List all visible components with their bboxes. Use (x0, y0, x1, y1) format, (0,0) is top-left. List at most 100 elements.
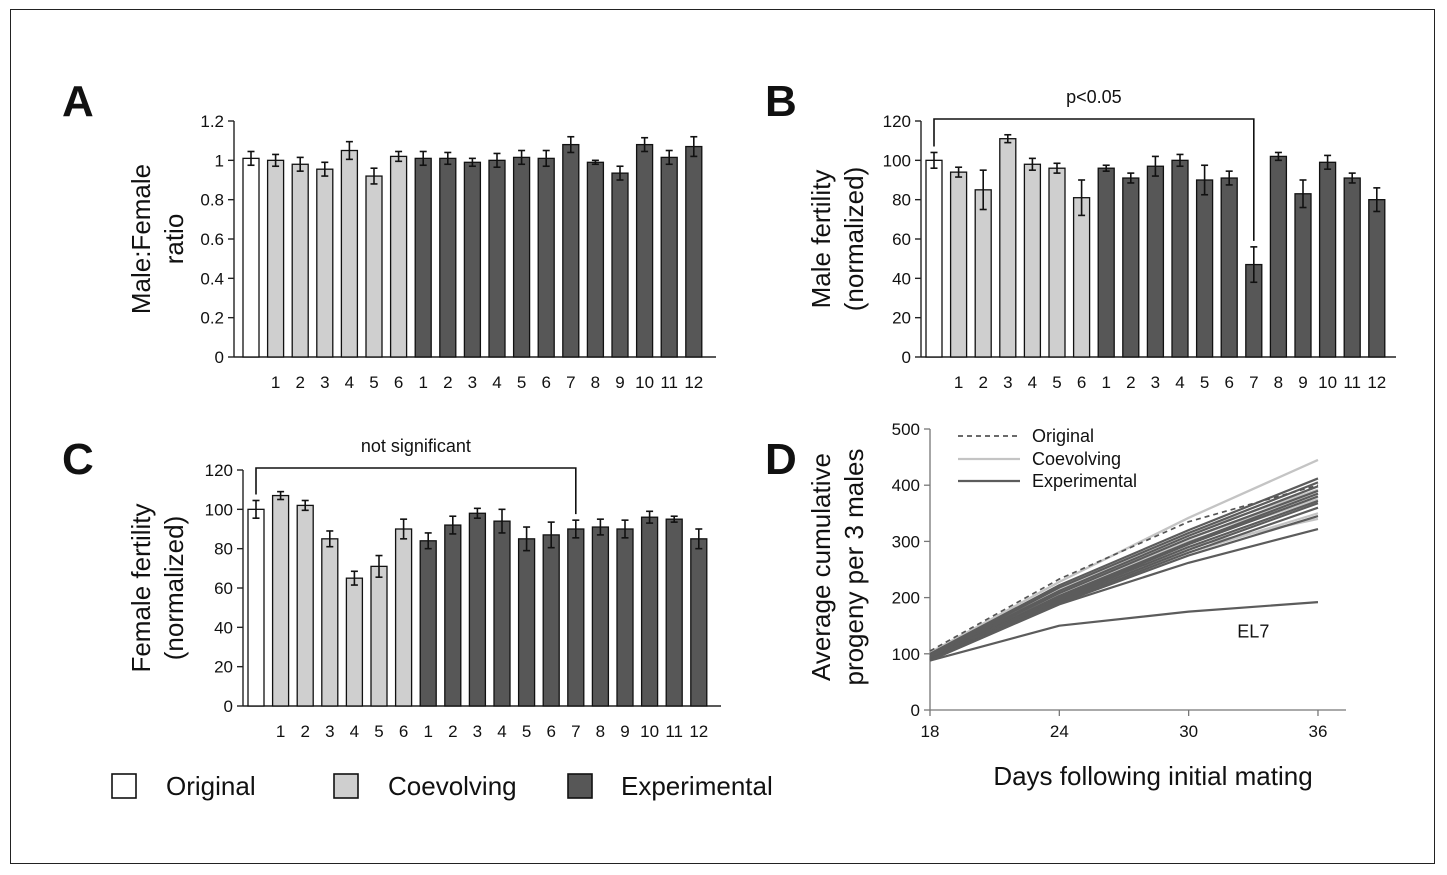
panel-b-chart: 0 20 40 60 80 100 120 Male fertility (normalized… (806, 87, 1396, 392)
x-tick-label: 12 (684, 373, 703, 392)
bar-experimental (1097, 167, 1115, 358)
bar-experimental (1368, 199, 1386, 358)
x-tick-label: 4 (350, 722, 359, 741)
x-tick-label: 18 (921, 722, 940, 741)
bar-experimental (567, 528, 585, 707)
bar-coevolving (1048, 167, 1066, 358)
x-tick-label: 9 (620, 722, 629, 741)
bar-experimental (611, 172, 629, 358)
bar-experimental (419, 540, 437, 707)
bar-experimental (1146, 165, 1165, 358)
x-tick-label: 1 (423, 722, 432, 741)
y-tick-label: 100 (205, 500, 233, 519)
panel-letter-b: B (765, 77, 797, 126)
series-line-original (929, 484, 1319, 652)
significance-bracket (255, 467, 577, 515)
x-tick-label: 1 (418, 373, 427, 392)
bar-experimental (1122, 177, 1140, 358)
significance-bracket (933, 118, 1255, 241)
series-line-experimental (929, 485, 1319, 657)
bar-experimental (439, 157, 457, 358)
series-line-experimental (929, 489, 1319, 658)
bar-coevolving (999, 138, 1017, 358)
y-tick-label: 60 (892, 230, 911, 249)
bar-coevolving (365, 175, 383, 358)
x-tick-label: 10 (640, 722, 659, 741)
bar-experimental (640, 516, 659, 707)
y-axis-label: Average cumulative (806, 453, 836, 681)
bar-coevolving (1072, 197, 1091, 358)
y-tick-label: 1 (215, 151, 224, 170)
bar-experimental (493, 520, 511, 707)
x-tick-label: 2 (295, 373, 304, 392)
figure-frame (10, 9, 1435, 864)
x-tick-label: 11 (660, 373, 678, 392)
x-tick-label: 3 (1003, 373, 1012, 392)
legend-label-coevolving: Coevolving (388, 771, 517, 801)
x-tick-label: 5 (522, 722, 531, 741)
bar-experimental (665, 518, 683, 707)
bar-experimental (488, 159, 506, 358)
x-tick-label: 12 (1367, 373, 1386, 392)
x-tick-label: 6 (541, 373, 550, 392)
x-tick-label: 12 (689, 722, 708, 741)
y-tick-label: 100 (883, 151, 911, 170)
bar-experimental (1294, 193, 1312, 358)
y-tick-label: 40 (214, 618, 233, 637)
x-tick-label: 8 (591, 373, 600, 392)
x-tick-label: 5 (1052, 373, 1061, 392)
x-tick-label: 10 (1318, 373, 1337, 392)
y-axis-label: (normalized) (839, 167, 869, 312)
x-tick-label: 4 (497, 722, 506, 741)
bar-experimental (690, 538, 708, 707)
y-tick-label: 60 (214, 579, 233, 598)
panel-c-chart: 0 20 40 60 80 100 120 Female fertility (normaliz… (126, 436, 721, 741)
bar-original (925, 159, 943, 358)
x-tick-label: 3 (325, 722, 334, 741)
x-tick-label: 30 (1179, 722, 1198, 741)
y-tick-label: 0 (215, 348, 224, 367)
bar-coevolving (291, 163, 309, 358)
legend-label: Original (1032, 426, 1094, 446)
y-axis-label: Female fertility (126, 503, 156, 672)
x-tick-label: 3 (1151, 373, 1160, 392)
bar-experimental (591, 526, 610, 707)
y-tick-label: 80 (214, 540, 233, 559)
y-tick-label: 0 (902, 348, 911, 367)
y-tick-label: 0.8 (200, 191, 224, 210)
legend-label: Experimental (1032, 471, 1137, 491)
bar-experimental (1318, 161, 1337, 358)
bar-experimental (616, 528, 634, 707)
x-tick-label: 24 (1050, 722, 1069, 741)
bar-experimental (562, 143, 580, 358)
x-tick-label: 4 (345, 373, 354, 392)
bar-experimental (1195, 179, 1214, 358)
bar-coevolving (370, 565, 388, 707)
significance-label: not significant (361, 436, 471, 456)
series-line-experimental (929, 481, 1319, 656)
series-line-experimental (929, 499, 1319, 659)
x-tick-label: 7 (1249, 373, 1258, 392)
y-axis-label: Male fertility (806, 170, 836, 309)
bar-coevolving (271, 494, 290, 707)
x-tick-label: 11 (1343, 373, 1361, 392)
series-line-experimental (929, 527, 1319, 662)
x-tick-label: 7 (566, 373, 575, 392)
bar-experimental (1220, 177, 1238, 358)
y-tick-label: 0 (224, 697, 233, 716)
series-line-experimental (929, 600, 1319, 662)
x-tick-label: 3 (473, 722, 482, 741)
bar-coevolving (974, 189, 992, 358)
legend-swatch-experimental (567, 773, 593, 799)
y-tick-label: 500 (892, 420, 920, 439)
y-tick-label: 0.2 (200, 309, 224, 328)
bar-experimental (542, 534, 560, 707)
bar-experimental (468, 512, 487, 707)
x-tick-label: 11 (665, 722, 683, 741)
bar-experimental (463, 161, 482, 358)
bar-coevolving (1023, 163, 1042, 358)
bar-experimental (537, 157, 555, 358)
x-tick-label: 6 (1224, 373, 1233, 392)
x-tick-label: 5 (369, 373, 378, 392)
x-tick-label: 9 (615, 373, 624, 392)
